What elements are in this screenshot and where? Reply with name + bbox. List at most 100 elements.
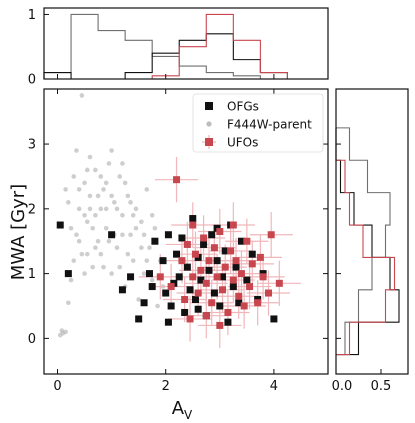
ufo-point — [219, 286, 227, 294]
ufo-point — [216, 228, 224, 235]
ufo-point — [237, 270, 245, 278]
top-hist-step — [43, 13, 288, 80]
x-tick-label: 0 — [53, 379, 61, 394]
top-hist-step — [44, 13, 288, 80]
parent-point — [90, 264, 95, 270]
legend-marker-parent — [206, 121, 212, 127]
ofg-point — [213, 257, 221, 265]
parent-point — [101, 187, 106, 192]
ofg-point — [224, 318, 232, 326]
y-tick-label: 0 — [28, 332, 36, 347]
parent-point — [87, 193, 93, 199]
ofg-point — [243, 276, 251, 284]
parent-point — [130, 258, 136, 263]
ofg-point — [248, 250, 256, 258]
ufo-point — [202, 279, 210, 287]
ufo-point — [208, 299, 216, 307]
parent-point — [120, 213, 125, 218]
ufo-point — [232, 257, 240, 265]
parent-point — [84, 167, 90, 173]
ofg-point — [178, 234, 186, 242]
parent-point — [117, 174, 123, 179]
ofg-point — [189, 215, 197, 223]
parent-point — [139, 219, 144, 225]
ufo-point — [227, 247, 235, 255]
ofg-point — [159, 257, 167, 265]
x-axis-label: AV — [172, 398, 193, 422]
parent-point — [149, 277, 155, 283]
ufo-point — [183, 240, 191, 248]
parent-point — [128, 232, 133, 238]
ufo-point — [200, 234, 208, 242]
ofg-point — [270, 315, 278, 323]
ofg-point — [151, 237, 159, 245]
ufo-point — [202, 312, 210, 320]
parent-point — [120, 232, 125, 238]
parent-point — [93, 245, 98, 250]
right-hist-step — [335, 127, 396, 356]
parent-point — [133, 206, 139, 212]
parent-point — [93, 167, 98, 173]
legend: OFGs F444W-parent UFOs — [192, 93, 324, 153]
ufo-point — [254, 299, 262, 307]
parent-point — [84, 251, 90, 257]
ofg-point — [164, 231, 172, 239]
parent-point — [63, 329, 68, 335]
legend-label: OFGs — [227, 100, 259, 114]
y-tick-label: 3 — [28, 138, 36, 153]
right-histogram-panel: 0.0 0.5 — [332, 88, 409, 394]
ofg-point — [216, 302, 224, 310]
ufo-point — [243, 237, 251, 245]
parent-point — [133, 225, 139, 231]
ofg-point — [108, 231, 116, 239]
ufo-point — [240, 302, 248, 310]
ofg-point — [167, 302, 175, 310]
parent-point — [155, 303, 160, 309]
parent-point — [109, 148, 114, 153]
ofg-point — [186, 286, 194, 294]
ufo-point — [197, 266, 205, 274]
ofg-point — [118, 286, 126, 294]
parent-point — [76, 238, 82, 244]
parent-point — [114, 206, 120, 212]
ufo-point — [259, 273, 267, 281]
ufo-point — [189, 273, 197, 281]
ufo-point — [216, 321, 224, 329]
y-tick-label: 1 — [28, 267, 36, 282]
parent-point — [125, 193, 131, 199]
ofg-point — [191, 296, 199, 304]
parent-point — [59, 328, 65, 333]
legend-marker-ufo — [205, 138, 213, 146]
parent-point — [79, 251, 85, 257]
ofg-point — [200, 240, 208, 248]
parent-point — [66, 200, 71, 205]
main-frame — [43, 88, 329, 375]
parent-point — [95, 238, 101, 244]
ufo-point — [256, 253, 264, 261]
x-tick-label: 2 — [162, 379, 170, 394]
parent-point — [149, 213, 155, 218]
ufo-point — [181, 296, 189, 304]
main-scatter-panel: 0 2 4 0 1 2 3 — [28, 88, 329, 394]
ofg-point — [237, 237, 245, 245]
ofg-point — [219, 273, 227, 281]
ofg-point — [175, 273, 183, 281]
ufo-point — [221, 263, 229, 271]
parent-point — [98, 206, 104, 212]
parent-point — [106, 238, 112, 244]
parent-point — [109, 193, 114, 199]
parent-point — [106, 161, 112, 166]
ufo-point — [275, 279, 283, 287]
top-hist-y-tick-label: 1 — [28, 8, 36, 23]
y-axis-label: MWA [Gyr] — [8, 184, 29, 280]
parent-point — [98, 174, 104, 179]
parent-point — [98, 251, 104, 257]
top-histogram-panel: 01 — [28, 7, 329, 88]
parent-point — [79, 93, 85, 98]
right-hist-x-tick-label: 0.5 — [371, 379, 392, 394]
parent-point — [71, 258, 77, 263]
parent-point — [63, 187, 68, 192]
ufo-point — [267, 231, 275, 239]
ufo-point — [205, 257, 213, 265]
